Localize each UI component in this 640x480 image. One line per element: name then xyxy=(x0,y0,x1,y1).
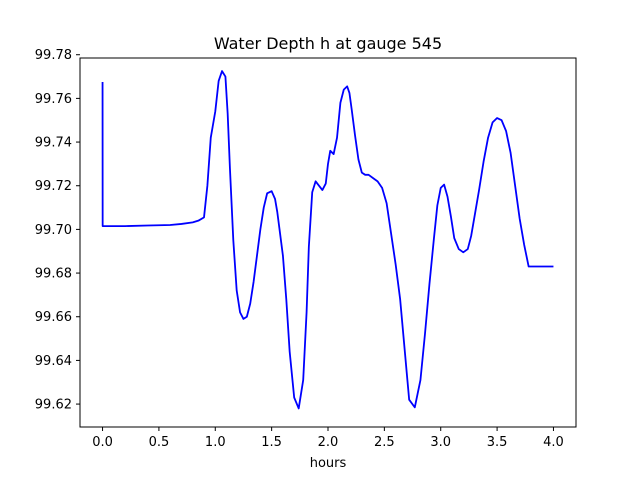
y-tick-label: 99.64 xyxy=(35,354,72,369)
y-tick-label: 99.66 xyxy=(35,310,72,325)
x-tick-label: 0.5 xyxy=(149,435,170,450)
series-line-0 xyxy=(101,70,554,410)
y-tick-label: 99.62 xyxy=(35,398,72,413)
x-tick-label: 1.0 xyxy=(205,435,226,450)
x-tick-label: 3.0 xyxy=(430,435,451,450)
x-tick-label: 3.5 xyxy=(487,435,508,450)
y-tick-label: 99.76 xyxy=(35,92,72,107)
y-tick-label: 99.74 xyxy=(35,136,72,151)
x-tick-label: 1.5 xyxy=(261,435,282,450)
x-tick-label: 0.0 xyxy=(92,435,113,450)
y-tick-label: 99.78 xyxy=(35,48,72,63)
chart-title: Water Depth h at gauge 545 xyxy=(214,34,442,53)
x-tick-label: 4.0 xyxy=(543,435,564,450)
plot-area: 0.0 0.5 1.0 1.5 2.0 2.5 3.0 3.5 4.0 99.62 99.64 99.… xyxy=(35,48,577,450)
y-tick-label: 99.68 xyxy=(35,267,72,282)
x-tick-label: 2.0 xyxy=(318,435,339,450)
y-tick-label: 99.70 xyxy=(35,223,72,238)
y-tick-label: 99.72 xyxy=(35,179,72,194)
x-tick-label: 2.5 xyxy=(374,435,395,450)
x-axis-label: hours xyxy=(310,456,347,471)
